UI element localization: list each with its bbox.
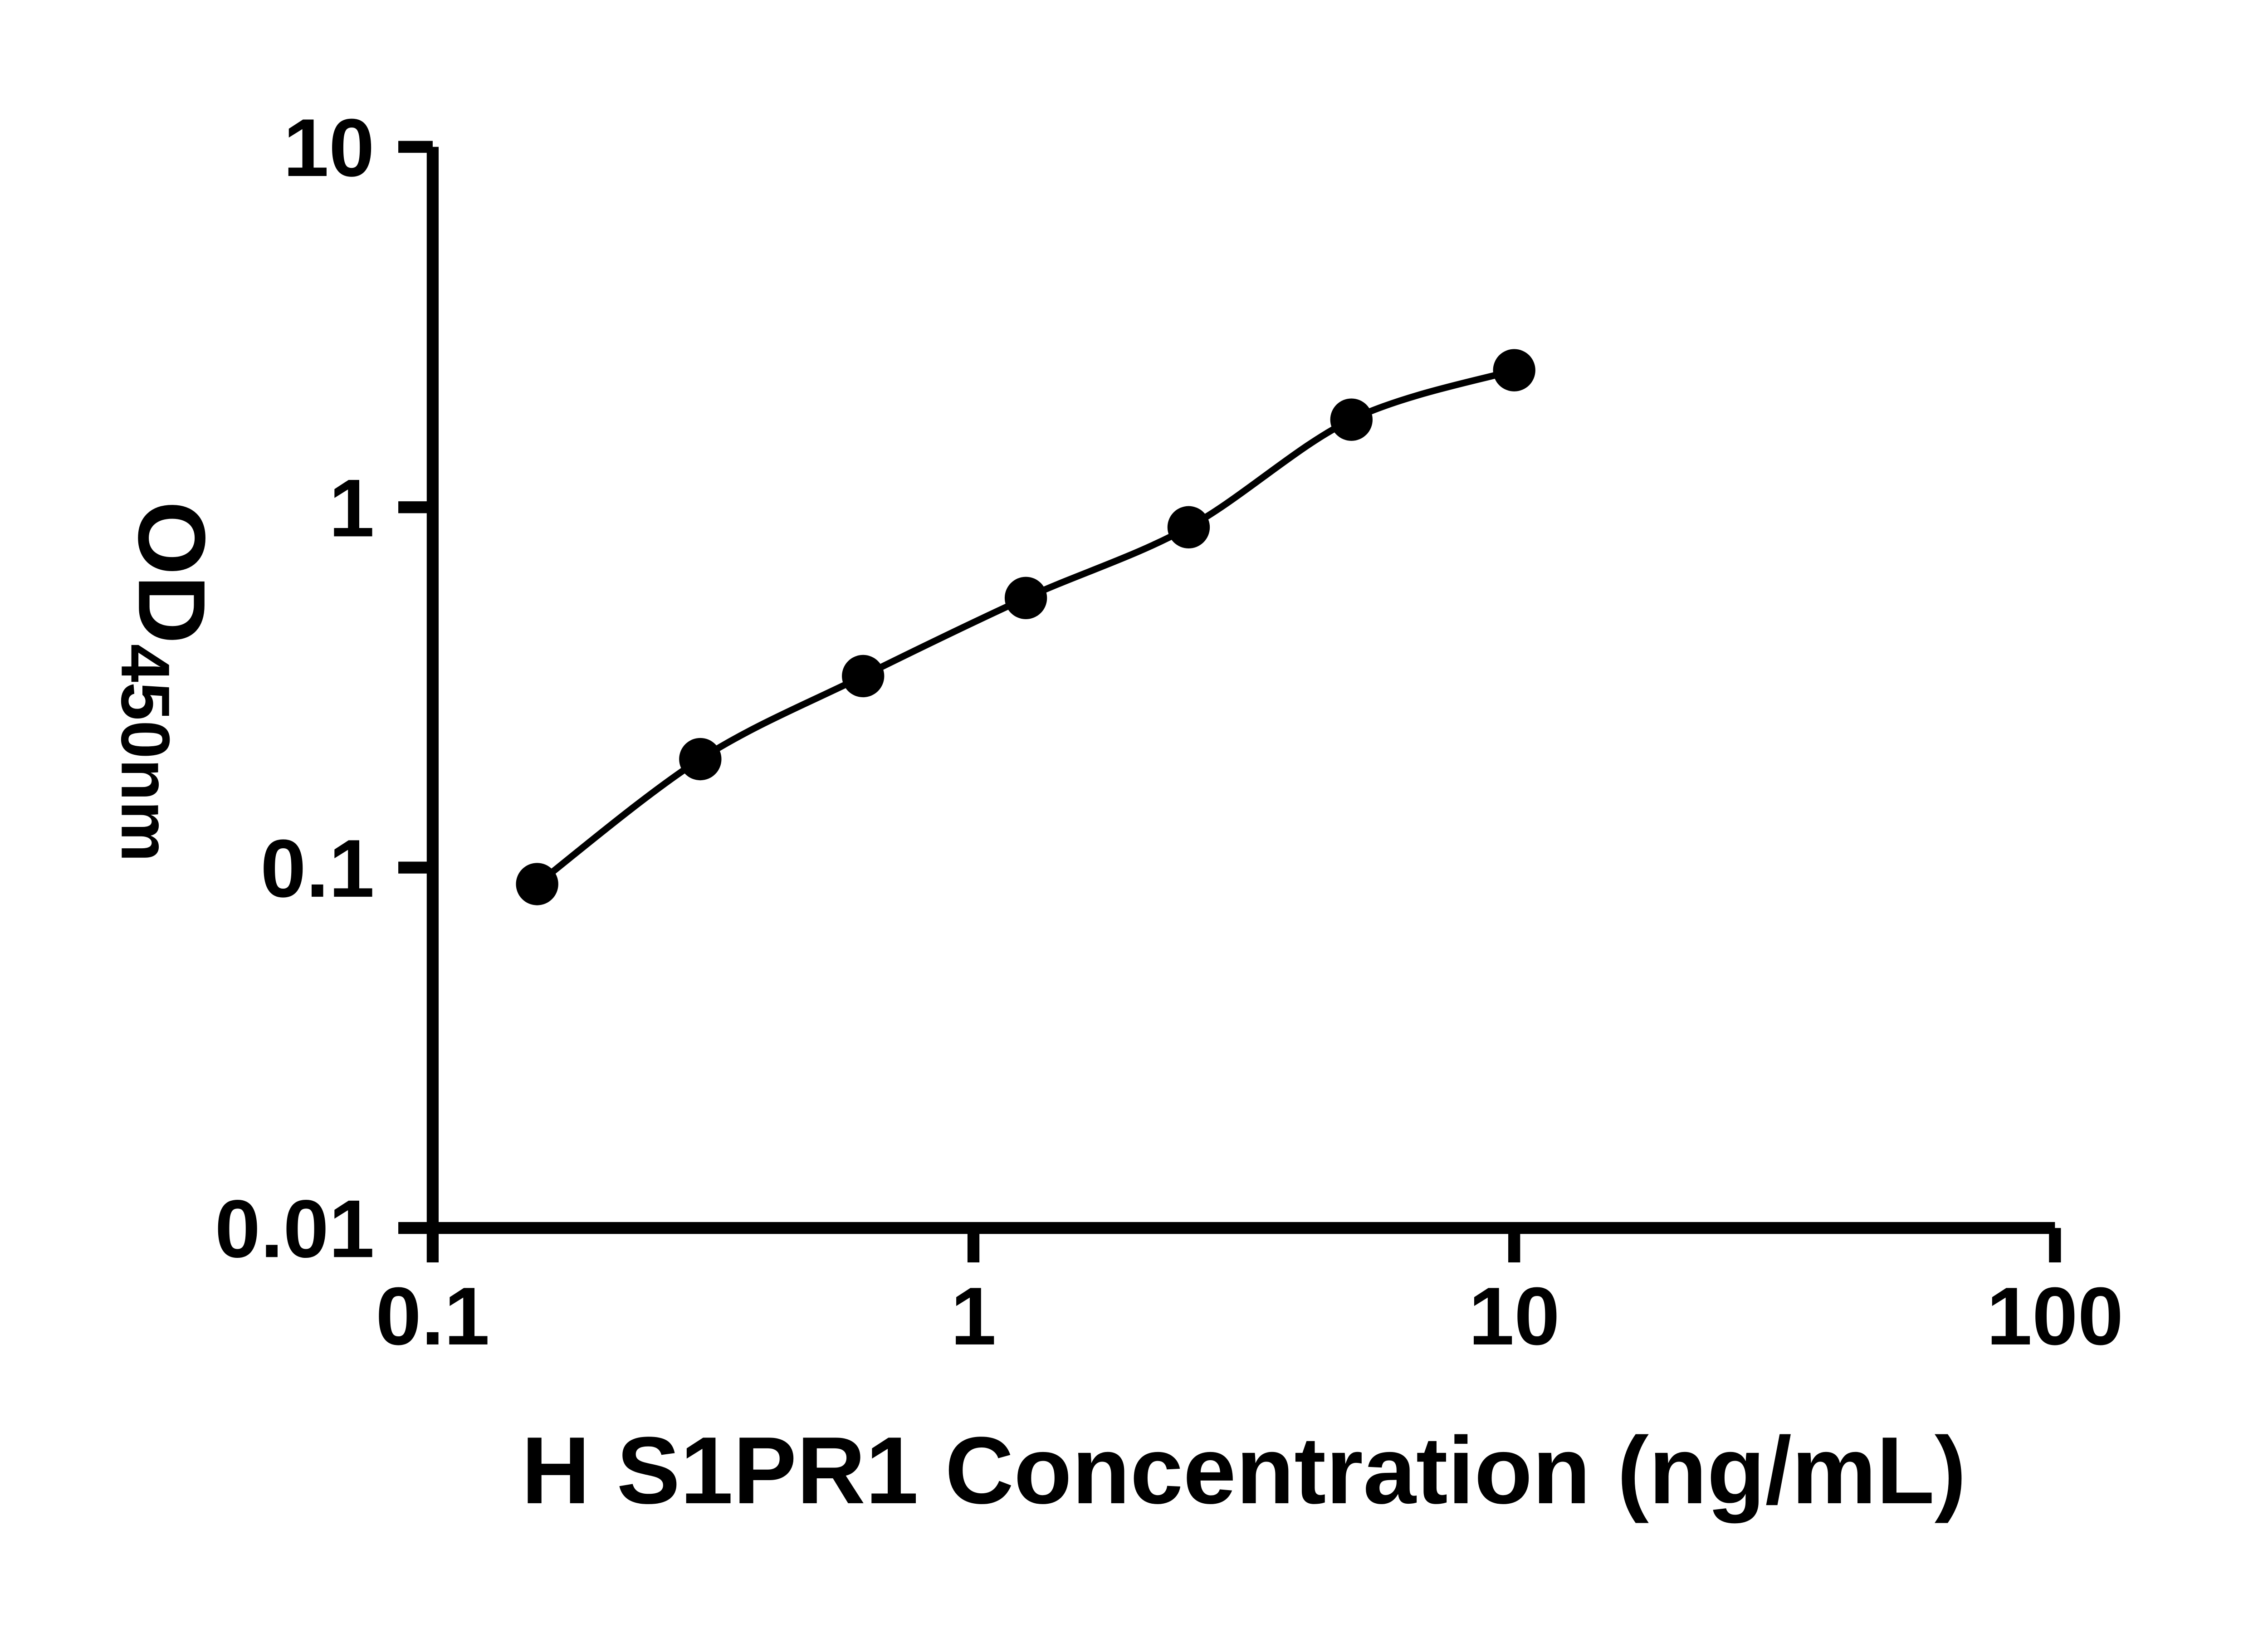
x-axis-tick-label: 100	[1986, 1271, 2123, 1362]
data-point	[1167, 506, 1210, 549]
elisa-standard-curve-figure: 0.1 1 10 100 0.01 0.1 1 10 OD450nm H S1PR1 Conc…	[107, 102, 2124, 1524]
y-axis-tick-label: 1	[329, 462, 375, 554]
axes-frame	[426, 147, 2055, 1234]
data-point	[679, 738, 722, 781]
y-axis-title-subscript: 450nm	[107, 644, 183, 862]
y-axis-title-main: OD	[118, 501, 225, 644]
fit-curve	[535, 367, 1515, 887]
x-axis-tick-label: 0.1	[376, 1271, 489, 1362]
data-point	[1493, 349, 1535, 391]
y-axis-tick-label: 0.01	[215, 1183, 375, 1275]
x-axis-tick-label: 1	[951, 1271, 997, 1362]
data-point	[842, 655, 885, 698]
data-point	[516, 863, 558, 905]
data-point	[1004, 577, 1047, 619]
x-axis-title: H S1PR1 Concentration (ng/mL)	[521, 1417, 1966, 1524]
y-axis-title: OD450nm	[107, 501, 225, 862]
y-axis-tick-label: 10	[283, 102, 374, 194]
data-point	[1330, 398, 1373, 441]
y-axis-tick-label: 0.1	[260, 823, 374, 914]
x-axis-tick-label: 10	[1469, 1271, 1560, 1362]
